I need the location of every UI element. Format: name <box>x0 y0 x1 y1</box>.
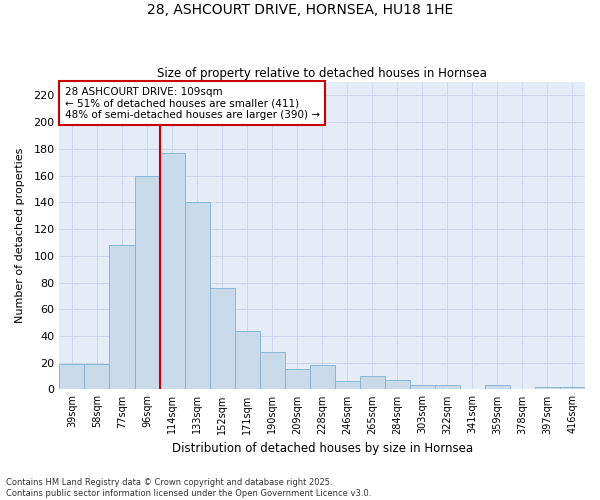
Bar <box>59 364 85 390</box>
Bar <box>209 288 235 390</box>
Bar <box>360 376 385 390</box>
Text: 28 ASHCOURT DRIVE: 109sqm
← 51% of detached houses are smaller (411)
48% of semi: 28 ASHCOURT DRIVE: 109sqm ← 51% of detac… <box>65 86 320 120</box>
Bar <box>284 370 310 390</box>
Bar <box>410 386 435 390</box>
Bar <box>85 364 109 390</box>
Bar <box>310 366 335 390</box>
Text: Contains HM Land Registry data © Crown copyright and database right 2025.
Contai: Contains HM Land Registry data © Crown c… <box>6 478 371 498</box>
Bar <box>109 245 134 390</box>
Bar <box>185 202 209 390</box>
Bar <box>335 382 360 390</box>
Text: 28, ASHCOURT DRIVE, HORNSEA, HU18 1HE: 28, ASHCOURT DRIVE, HORNSEA, HU18 1HE <box>147 2 453 16</box>
Bar <box>435 386 460 390</box>
Title: Size of property relative to detached houses in Hornsea: Size of property relative to detached ho… <box>157 66 487 80</box>
Bar <box>535 387 560 390</box>
Bar <box>235 330 260 390</box>
Bar <box>134 176 160 390</box>
Bar <box>485 386 510 390</box>
X-axis label: Distribution of detached houses by size in Hornsea: Distribution of detached houses by size … <box>172 442 473 455</box>
Y-axis label: Number of detached properties: Number of detached properties <box>15 148 25 324</box>
Bar <box>385 380 410 390</box>
Bar <box>560 387 585 390</box>
Bar <box>260 352 284 390</box>
Bar <box>160 153 185 390</box>
